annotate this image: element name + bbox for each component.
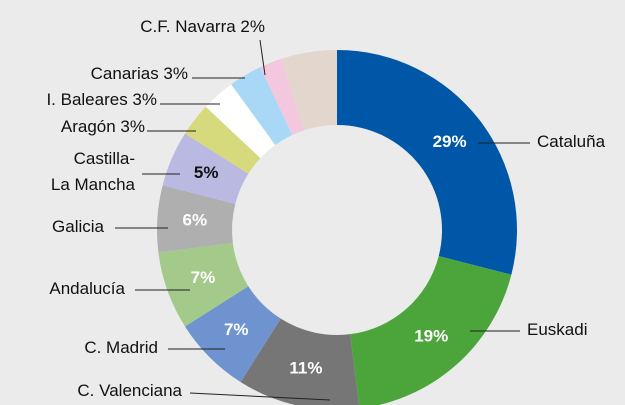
leader-line <box>259 39 266 76</box>
donut-slice <box>157 185 236 253</box>
category-label: Cataluña <box>537 132 606 151</box>
donut-slice <box>350 256 512 405</box>
value-label: 6% <box>182 211 207 230</box>
label-line: I. Baleares <box>46 90 127 109</box>
category-label: I. Baleares 3% <box>46 90 157 109</box>
category-label: Andalucía <box>49 279 125 298</box>
category-label: C. Madrid <box>84 338 158 357</box>
category-label: Canarias 3% <box>91 64 188 83</box>
donut-slice <box>231 67 293 146</box>
category-label: Euskadi <box>527 320 587 339</box>
value-label: 3% <box>116 117 145 136</box>
category-label: C. Valenciana <box>77 381 182 400</box>
value-label: 29% <box>433 132 467 151</box>
category-label: Galicia <box>52 217 105 236</box>
category-label: Castilla- La Mancha <box>51 149 136 194</box>
label-line: Canarias <box>91 64 159 83</box>
label-line: Andalucía <box>49 279 125 298</box>
value-label: 3% <box>128 90 157 109</box>
label-line: Cataluña <box>537 132 606 151</box>
label-line: C. Valenciana <box>77 381 182 400</box>
label-line: Galicia <box>52 217 105 236</box>
label-line: Castilla- <box>74 149 135 168</box>
category-label: Aragón 3% <box>61 117 145 136</box>
donut-slice <box>337 50 517 275</box>
label-line: Aragón <box>61 117 116 136</box>
label-line: Euskadi <box>527 320 587 339</box>
value-label: 11% <box>289 359 322 378</box>
donut-slice <box>158 243 249 327</box>
donut-slice <box>185 106 261 174</box>
label-line: C. Madrid <box>84 338 158 357</box>
donut-slice <box>281 50 337 131</box>
value-label: 7% <box>224 320 249 339</box>
leader-line <box>189 392 331 401</box>
value-label: 2% <box>236 17 265 36</box>
value-label: 3% <box>159 64 188 83</box>
label-line: C.F. Navarra <box>140 17 236 36</box>
donut-slice <box>240 318 360 405</box>
donut-slice <box>260 58 305 135</box>
category-label: C.F. Navarra 2% <box>140 17 265 36</box>
label-line: La Mancha <box>51 175 136 194</box>
donut-slice <box>185 286 281 382</box>
value-label: 19% <box>414 326 448 345</box>
value-label: 7% <box>191 268 216 287</box>
donut-slice <box>205 84 276 159</box>
value-label: 5% <box>194 163 219 182</box>
donut-slice <box>162 133 249 204</box>
